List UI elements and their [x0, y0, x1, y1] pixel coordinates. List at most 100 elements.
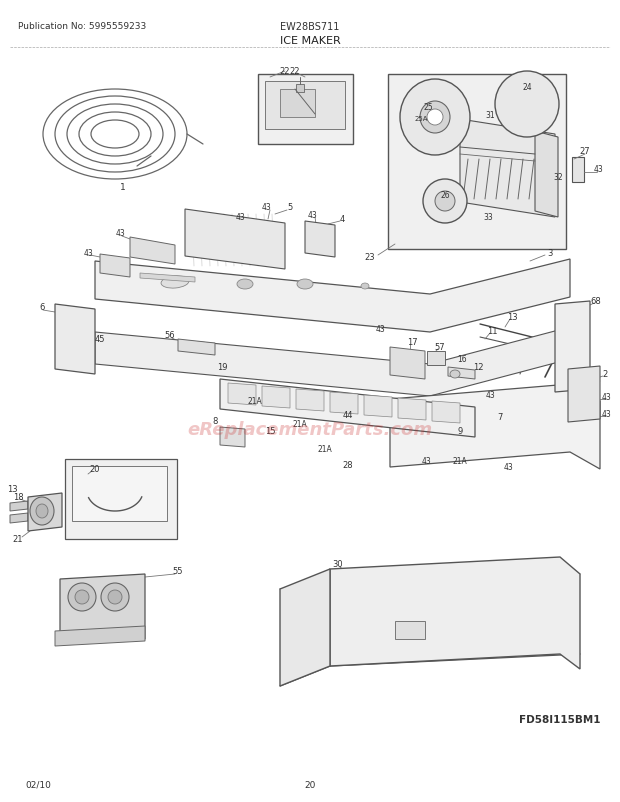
Text: EW28BS711: EW28BS711: [280, 22, 340, 32]
Polygon shape: [55, 305, 95, 375]
Polygon shape: [262, 387, 290, 408]
Polygon shape: [390, 347, 425, 379]
Text: 02/10: 02/10: [25, 780, 51, 789]
Ellipse shape: [108, 590, 122, 604]
Text: 21A: 21A: [317, 445, 332, 454]
Ellipse shape: [75, 590, 89, 604]
Text: 43: 43: [485, 391, 495, 400]
Text: 20: 20: [90, 465, 100, 474]
Polygon shape: [330, 557, 580, 669]
Text: 6: 6: [39, 303, 45, 312]
Text: 19: 19: [217, 363, 228, 372]
Text: 17: 17: [407, 338, 417, 347]
Text: 43: 43: [83, 248, 93, 257]
Polygon shape: [60, 574, 145, 644]
Ellipse shape: [67, 313, 77, 326]
Polygon shape: [265, 82, 345, 130]
Polygon shape: [460, 119, 555, 217]
Text: 43: 43: [375, 325, 385, 334]
Text: FD58I115BM1: FD58I115BM1: [520, 714, 601, 724]
Polygon shape: [100, 255, 130, 277]
Text: 1: 1: [120, 182, 126, 191]
Polygon shape: [10, 513, 28, 524]
Text: 43: 43: [262, 203, 272, 213]
Text: 25A: 25A: [414, 115, 428, 122]
Ellipse shape: [67, 342, 77, 357]
Ellipse shape: [361, 284, 369, 290]
Ellipse shape: [36, 504, 48, 518]
Text: 21A: 21A: [293, 420, 308, 429]
Bar: [258, 75, 353, 145]
Text: 4: 4: [339, 215, 345, 225]
Polygon shape: [364, 395, 392, 418]
Text: 16: 16: [457, 355, 467, 364]
Bar: [572, 158, 584, 183]
Polygon shape: [535, 132, 558, 217]
Text: 24: 24: [522, 83, 532, 92]
Text: 25: 25: [423, 103, 433, 111]
Text: 21A: 21A: [453, 457, 467, 466]
Ellipse shape: [435, 192, 455, 212]
Polygon shape: [55, 626, 145, 646]
Ellipse shape: [495, 72, 559, 138]
Polygon shape: [95, 327, 570, 396]
Polygon shape: [448, 367, 475, 379]
Text: 32: 32: [553, 173, 563, 182]
Text: 43: 43: [602, 393, 612, 402]
Text: 13: 13: [507, 313, 517, 322]
Text: 28: 28: [343, 461, 353, 470]
Polygon shape: [28, 493, 62, 532]
Polygon shape: [390, 384, 600, 469]
Text: 55: 55: [173, 567, 184, 576]
Text: 68: 68: [591, 297, 601, 306]
Text: 21: 21: [13, 535, 24, 544]
Polygon shape: [296, 390, 324, 411]
Bar: [427, 351, 445, 366]
Text: 30: 30: [333, 560, 343, 569]
Bar: [72, 467, 167, 521]
Text: 43: 43: [593, 165, 603, 174]
Polygon shape: [398, 399, 426, 420]
Polygon shape: [185, 210, 285, 269]
Text: 33: 33: [483, 213, 493, 222]
Text: 15: 15: [265, 427, 275, 436]
Text: 43: 43: [307, 210, 317, 219]
Text: 13: 13: [7, 485, 17, 494]
Ellipse shape: [30, 497, 54, 525]
Text: 8: 8: [212, 417, 218, 426]
Text: 43: 43: [503, 463, 513, 472]
Text: 44: 44: [343, 411, 353, 420]
Polygon shape: [95, 260, 570, 333]
Polygon shape: [555, 302, 590, 392]
Polygon shape: [220, 379, 475, 437]
Bar: [65, 460, 177, 539]
Polygon shape: [228, 383, 256, 406]
Ellipse shape: [68, 583, 96, 611]
Polygon shape: [220, 427, 245, 448]
Text: 56: 56: [165, 331, 175, 340]
Text: 31: 31: [485, 111, 495, 119]
Ellipse shape: [420, 102, 450, 134]
Ellipse shape: [237, 280, 253, 290]
Ellipse shape: [423, 180, 467, 224]
Text: 45: 45: [95, 335, 105, 344]
Polygon shape: [330, 392, 358, 415]
Polygon shape: [280, 569, 330, 687]
Bar: [388, 75, 566, 249]
Ellipse shape: [400, 80, 470, 156]
Text: 12: 12: [472, 363, 483, 372]
Ellipse shape: [450, 371, 460, 379]
Polygon shape: [432, 402, 460, 423]
Bar: [280, 90, 315, 118]
Bar: [296, 85, 304, 93]
Text: ICE MAKER: ICE MAKER: [280, 36, 340, 46]
Text: 7: 7: [497, 413, 503, 422]
Polygon shape: [10, 501, 28, 512]
Text: 22: 22: [280, 67, 290, 76]
Text: 9: 9: [458, 427, 463, 436]
Text: eReplacementParts.com: eReplacementParts.com: [187, 420, 433, 439]
Text: 43: 43: [421, 457, 431, 466]
Text: 20: 20: [304, 780, 316, 789]
Text: 43: 43: [235, 213, 245, 222]
Text: 23: 23: [365, 253, 375, 262]
